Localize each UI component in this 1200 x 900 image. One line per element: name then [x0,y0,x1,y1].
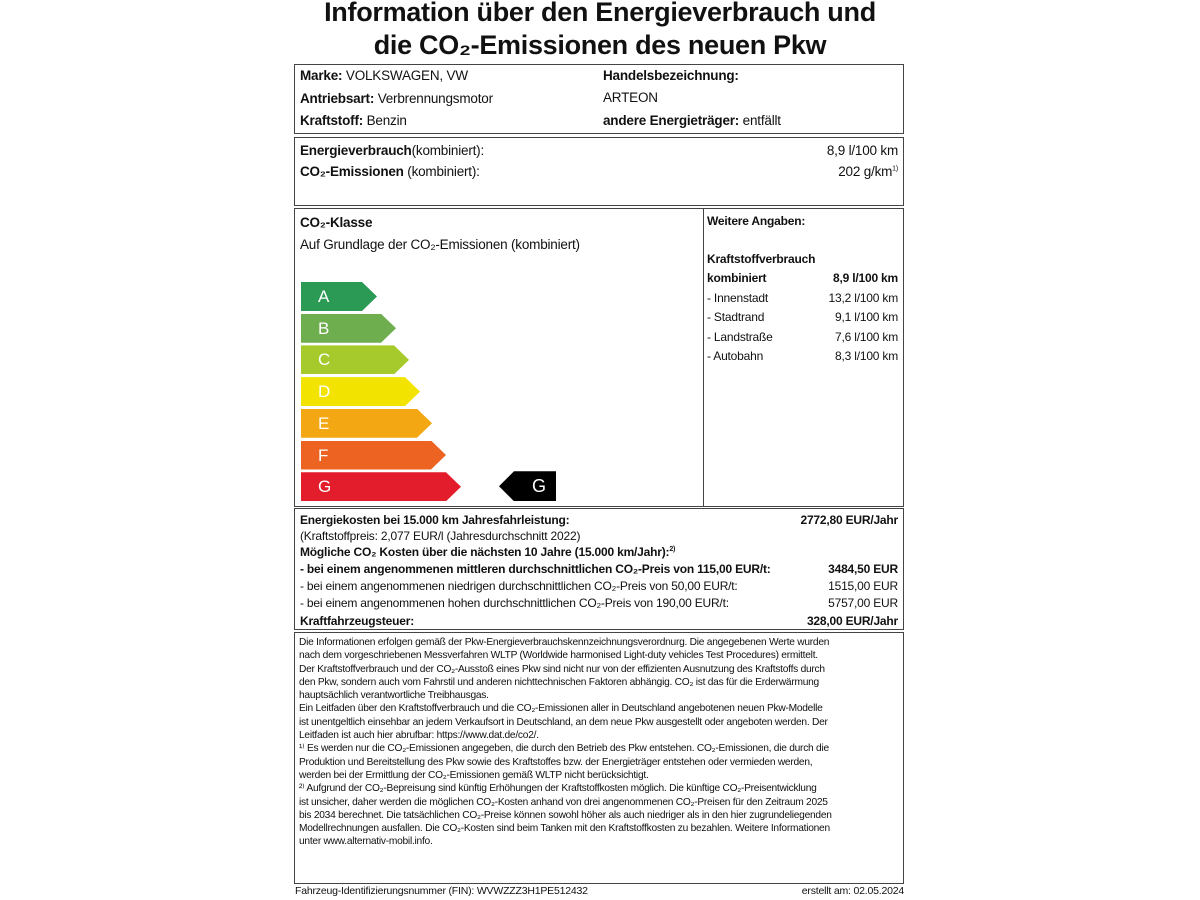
co2-costs-footnote-ref: 2) [669,546,676,553]
co2-class-subheading: Auf Grundlage der CO₂-Emissionen (kombin… [300,237,580,252]
class-arrow-f: F [301,441,446,470]
class-arrow-a: A [301,282,377,311]
note-line: bis 2034 berechnet. Die tatsächlichen CO… [299,809,832,821]
class-arrow-e: E [301,409,432,438]
note-line: Ein Leitfaden über den Kraftstoffverbrau… [299,703,823,715]
energie-label: Energieverbrauch [300,143,412,158]
co2-cost-row-label: - bei einem angenommenen hohen durchschn… [300,596,729,610]
created-date: erstellt am: 02.05.2024 [801,885,904,897]
co2-class-heading: CO₂-Klasse [300,215,373,230]
note-line: hauptsächlich verantwortliche Treibhausg… [299,690,489,702]
further-row-label: - Landstraße [707,329,773,344]
energie-suffix: (kombiniert): [411,143,485,158]
class-arrow-c: C [301,345,409,374]
energie-costs-label: Energiekosten bei 15.000 km Jahresfahrle… [300,513,570,527]
note-line: ist unentgeltlich einsehbar an jedem Ver… [299,716,828,728]
further-row-value: 8,3 l/100 km [835,349,898,363]
handel-label: Handelsbezeichnung: [603,68,739,83]
notes-text: Die Informationen erfolgen gemäß der Pkw… [299,636,832,849]
note-line: Die Informationen erfolgen gemäß der Pkw… [299,637,830,648]
co2-cost-row-value: 3484,50 EUR [828,562,898,576]
co2-label: CO₂-Emissionen [300,164,404,179]
further-row-value: 9,1 l/100 km [835,310,898,324]
co2-class-box: CO₂-Klasse Auf Grundlage der CO₂-Emissio… [294,208,904,507]
note-line: nach dem vorgeschriebenen Messverfahren … [299,650,818,662]
class-arrow-b: B [301,314,396,343]
note-line: Leitfaden ist auch hier abrufbar: https:… [299,730,539,742]
note-line: unter www.alternativ-mobil.info. [299,836,433,848]
co2-cost-row-label: - bei einem angenommenen niedrigen durch… [300,579,738,593]
note-line: werden bei der Ermittlung der CO₂-Emissi… [299,769,649,781]
marke-label: Marke: [300,68,343,83]
note-line: Produktion und Bereitstellung des Pkw so… [299,756,813,768]
kraftstoff-value: Benzin [366,113,407,128]
page-title-line1: Information über den Energieverbrauch un… [324,0,876,27]
note-line: Modellrechnungen ausfallen. Die CO₂-Kost… [299,823,830,835]
co2-cost-row-value: 1515,00 EUR [828,579,898,593]
co2-suffix: (kombiniert): [407,164,480,179]
note-line: ²⁾ Aufgrund der CO₂-Bepreisung sind künf… [299,783,817,795]
further-row-value: 13,2 l/100 km [828,290,899,305]
further-row-value: 8,9 l/100 km [833,271,898,285]
kraftstoff-label: Kraftstoff: [300,113,364,128]
andere-value: entfällt [742,113,781,128]
andere-label: andere Energieträger: [603,113,740,128]
further-row-value: 7,6 l/100 km [835,329,898,344]
further-row-label: - Innenstadt [707,290,768,305]
co2-cost-row-label: - bei einem angenommenen mittleren durch… [300,562,771,576]
note-line: ist unsicher, daher werden die möglichen… [299,796,828,808]
antrieb-value: Verbrennungsmotor [377,91,493,106]
steuer-value: 328,00 EUR/Jahr [806,614,898,628]
energie-value: 8,9 l/100 km [826,143,898,158]
note-line: Der Kraftstoffverbrauch und der CO₂-Auss… [299,663,825,675]
co2-value: 202 g/km [838,164,893,179]
co2-costs-heading: Mögliche CO₂ Kosten über die nächsten 10… [300,545,670,559]
page-title-line2: die CO₂-Emissionen des neuen Pkw [373,30,827,60]
further-row-label: kombiniert [707,271,767,285]
marke-value: VOLKSWAGEN, VW [345,68,468,83]
consumption-box: Energieverbrauch(kombiniert): 8,9 l/100 … [294,137,904,206]
costs-box: Energiekosten bei 15.000 km Jahresfahrle… [294,508,904,630]
fuel-price: (Kraftstoffpreis: 2,077 EUR/l (Jahresdur… [300,529,581,543]
note-line: den Pkw, sondern auch vom Fahrstil und a… [299,676,819,688]
note-line: ¹⁾ Es werden nur die CO₂-Emissionen ange… [299,743,829,755]
further-sub: Kraftstoffverbrauch [707,252,816,266]
handel-value: ARTEON [603,90,658,105]
vehicle-info-box: Marke: VOLKSWAGEN, VW Antriebsart: Verbr… [294,64,904,134]
divider [703,209,704,506]
co2-footnote-ref: 1) [892,165,898,173]
further-row-label: - Autobahn [707,349,764,363]
notes-box: Die Informationen erfolgen gemäß der Pkw… [294,632,904,884]
further-heading: Weitere Angaben: [707,214,806,228]
energie-costs-value: 2772,80 EUR/Jahr [800,513,898,527]
class-arrow-g: G [301,472,461,501]
fin: Fahrzeug-Identifizierungsnummer (FIN): W… [295,885,588,897]
steuer-label: Kraftfahrzeugsteuer: [300,614,415,628]
antrieb-label: Antriebsart: [300,91,375,106]
further-row-label: - Stadtrand [707,310,765,324]
co2-cost-row-value: 5757,00 EUR [828,596,898,610]
class-arrow-d: D [301,377,420,406]
